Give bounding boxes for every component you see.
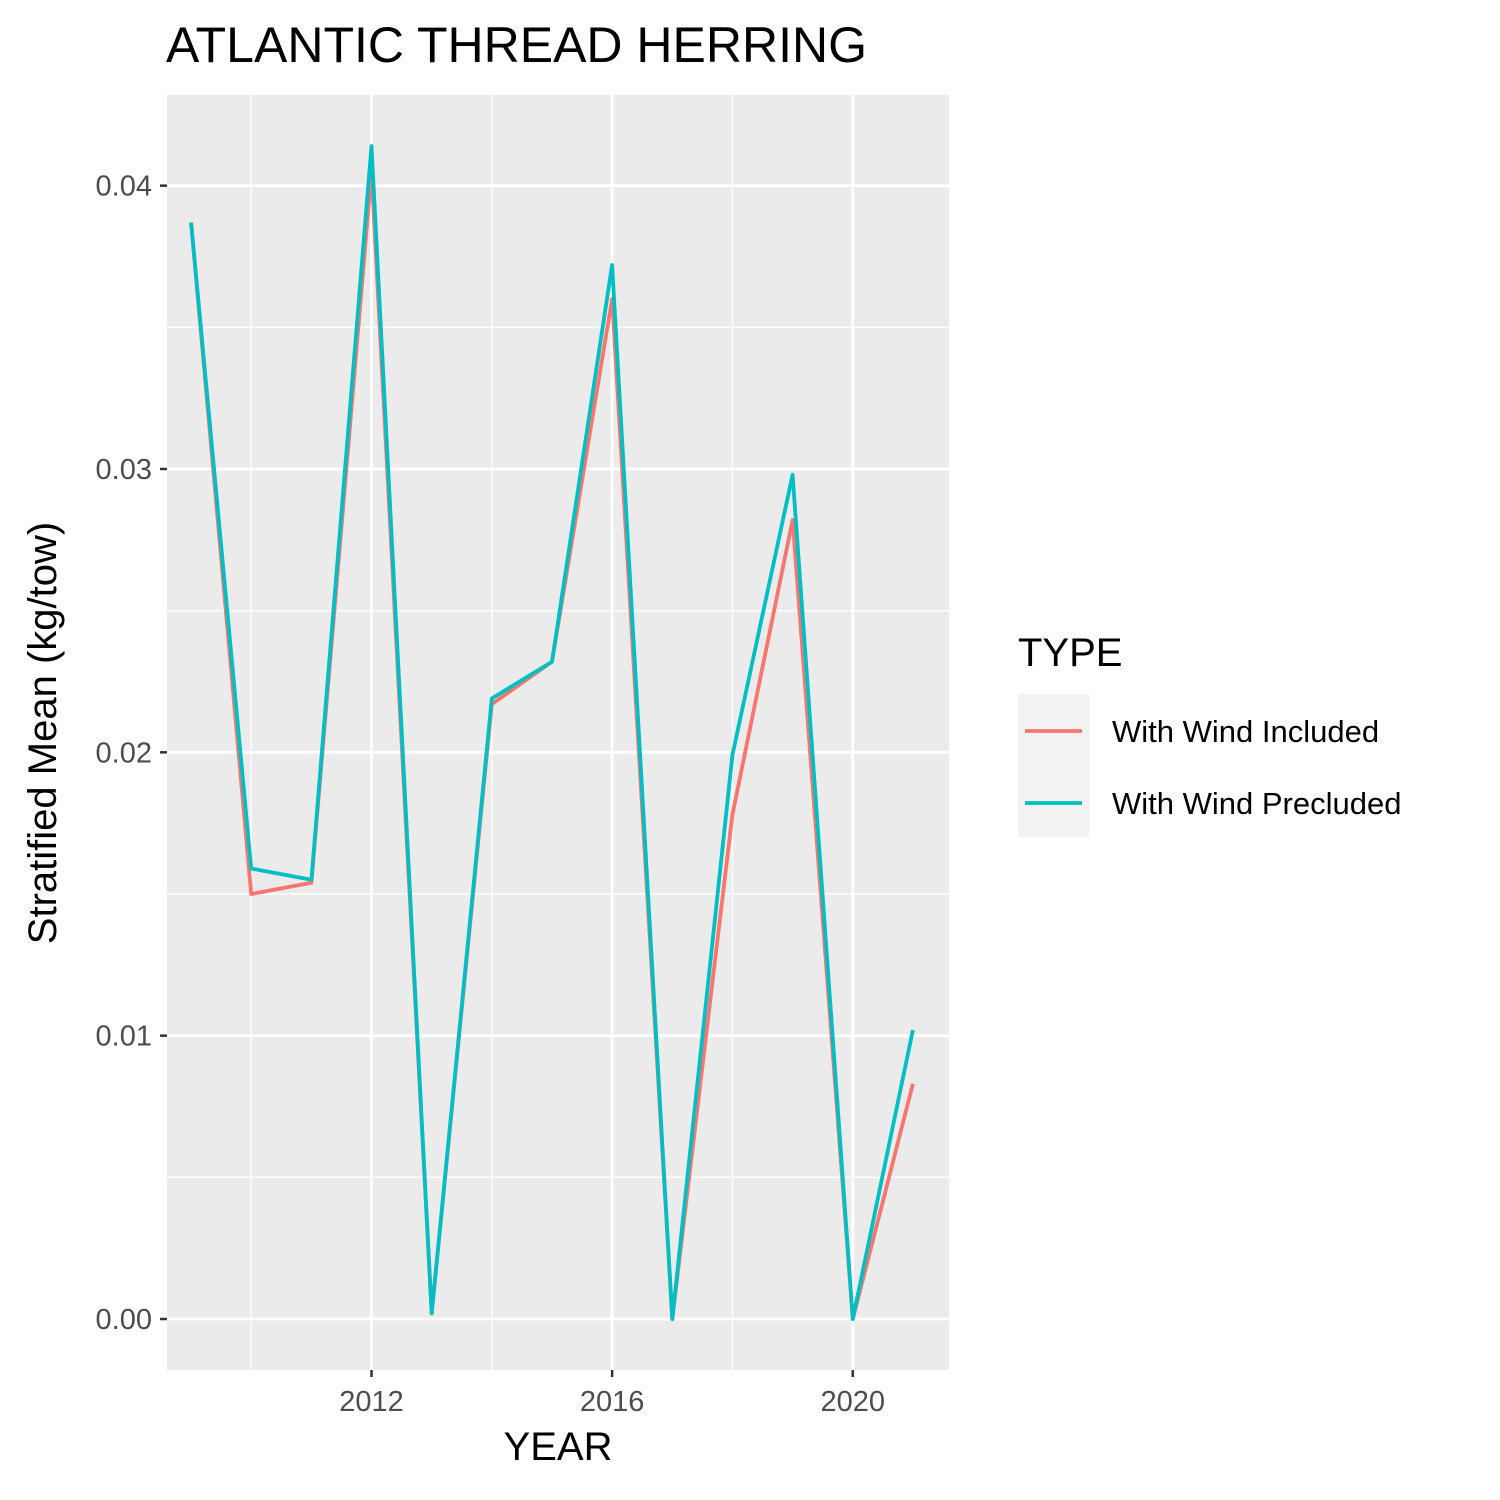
legend: TYPE With Wind Included With Wind Preclud… (1018, 631, 1401, 837)
x-tick-label: 2016 (580, 1386, 645, 1418)
legend-title: TYPE (1018, 631, 1122, 675)
y-tick-label: 0.00 (96, 1304, 152, 1336)
chart-title: ATLANTIC THREAD HERRING (166, 17, 867, 73)
x-tick-label: 2020 (820, 1386, 885, 1418)
y-tick-label: 0.01 (96, 1021, 152, 1053)
legend-label: With Wind Precluded (1112, 786, 1401, 821)
y-tick-label: 0.02 (96, 737, 152, 769)
x-axis: 2012 2016 2020 (339, 1370, 885, 1418)
y-tick-label: 0.03 (96, 454, 152, 486)
plot-panel (167, 95, 949, 1370)
legend-key-background (1018, 694, 1089, 837)
y-tick-label: 0.04 (96, 171, 152, 203)
series-line (189, 144, 915, 1321)
y-axis-title: Stratified Mean (kg/tow) (21, 522, 65, 944)
x-tick-label: 2012 (339, 1386, 404, 1418)
x-axis-title: YEAR (504, 1425, 613, 1469)
legend-label: With Wind Included (1112, 714, 1379, 749)
y-axis: 0.00 0.01 0.02 0.03 0.04 (96, 171, 167, 1336)
series-lines (189, 144, 915, 1321)
